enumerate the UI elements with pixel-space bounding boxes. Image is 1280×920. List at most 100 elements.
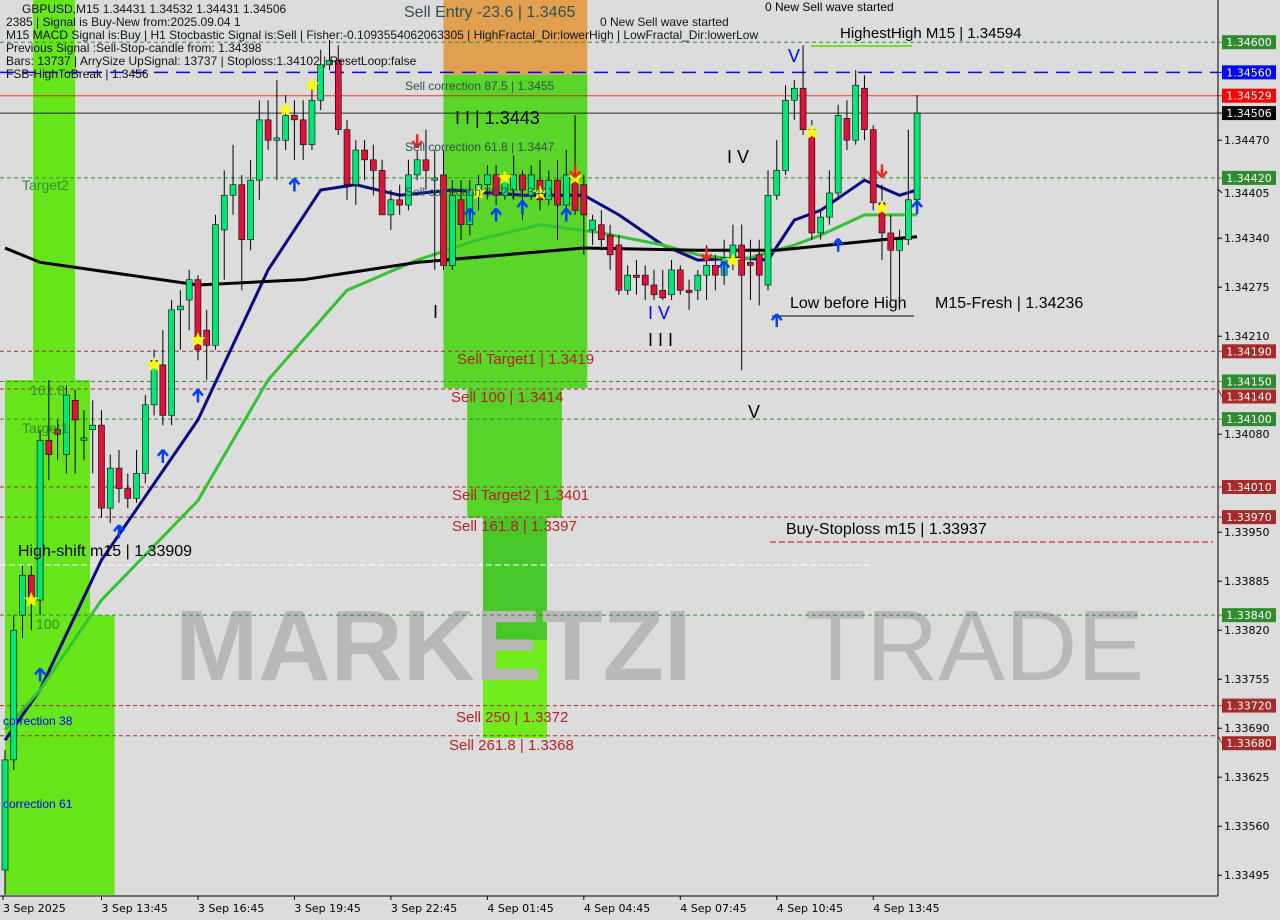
bull-candle-body (282, 115, 289, 141)
star-icon (874, 200, 890, 215)
candle (54, 419, 61, 460)
candle (308, 89, 316, 151)
bull-candle-body (448, 194, 456, 266)
bull-candle-body (19, 574, 26, 616)
bear-candle-body (159, 364, 167, 416)
level-price-box: 1.33720 (1218, 698, 1276, 713)
bear-candle-body (370, 159, 377, 171)
target-zone (482, 640, 547, 739)
candle (510, 155, 517, 200)
bull-candle-body (326, 60, 333, 66)
level-price-box: 1.34420 (1218, 170, 1276, 185)
arrow-up-icon (832, 237, 845, 252)
candle (545, 170, 553, 206)
candle (431, 150, 439, 270)
bull-candle-body (106, 467, 114, 509)
bull-candle-body (834, 115, 842, 194)
bull-candle-body (387, 199, 395, 216)
candle (343, 119, 351, 200)
target-zone (33, 0, 76, 380)
bull-candle-body (80, 437, 88, 441)
bear-candle-body (843, 118, 851, 141)
candle (422, 129, 430, 190)
bear-candle-body (869, 129, 877, 204)
level-price-box: 1.34506 (1218, 106, 1276, 121)
target2-label: Target2 (22, 177, 69, 193)
level-price-box: 1.34560 (1218, 65, 1276, 80)
sell-correction-875: Sell correction 87.5 | 1.3455 (405, 79, 555, 93)
bull-candle-body (185, 279, 193, 301)
highest-high-label: HighestHigh M15 | 1.34594 (840, 25, 1022, 42)
candle (177, 290, 184, 350)
bull-candle-body (668, 269, 675, 296)
candle (457, 180, 465, 240)
bull-candle-body (142, 404, 149, 474)
bull-candle-body (247, 179, 254, 241)
symbol-ohlc: GBPUSD,M15 1.34431 1.34532 1.34431 1.345… (22, 2, 287, 16)
candle (370, 144, 377, 196)
candle (361, 140, 368, 181)
candle (317, 49, 325, 111)
bull-candle-body (89, 424, 96, 431)
previous-signal: Previous Signal :Sell-Stop-candle from: … (6, 41, 262, 55)
high-shift-label: High-shift m15 | 1.33909 (18, 543, 193, 560)
candle (448, 180, 456, 270)
bull-candle-body (773, 170, 781, 196)
candle (238, 174, 246, 291)
candle (10, 615, 18, 770)
bear-candle-body (98, 424, 105, 509)
candle (817, 210, 824, 240)
wave-v-bottom: V (748, 402, 761, 422)
wave-iv-blue: I V (648, 303, 671, 323)
macd-line: M15 MACD Signal is:Buy | H1 Stocbastic S… (6, 28, 759, 42)
level-price-label: 1.34190 (1226, 345, 1272, 358)
sell-entry-label: Sell Entry -23.6 | 1.3465 (404, 4, 576, 21)
price-axis-bg (1218, 0, 1280, 920)
candle (273, 79, 281, 181)
bull-candle-body (589, 219, 596, 231)
bull-candle-body (694, 274, 702, 291)
candle (19, 565, 26, 638)
level-price-box: 1.34010 (1218, 479, 1276, 494)
candle (106, 454, 114, 524)
level-price-box: 1.34600 (1218, 35, 1276, 50)
bear-candle-body (194, 279, 202, 351)
level-box-bg (1222, 344, 1276, 359)
candle (142, 395, 149, 484)
x-tick-label: 3 Sep 16:45 (198, 902, 264, 915)
y-tick: 1.33885 (1218, 575, 1270, 588)
candle (641, 265, 649, 301)
y-tick: 1.34340 (1218, 232, 1270, 245)
candle (168, 300, 175, 426)
bear-candle-body (492, 174, 500, 196)
level-price-box: 1.33680 (1217, 735, 1276, 751)
new-sell-wave-label: 0 New Sell wave started (765, 0, 894, 14)
x-tick-label: 4 Sep 07:45 (680, 902, 746, 915)
candle (405, 159, 412, 211)
star-icon (725, 252, 741, 268)
level-price-box: 1.34100 (1218, 412, 1276, 427)
bear-candle-body (808, 129, 816, 234)
bull-candle-body (405, 174, 412, 206)
level-price-label: 1.34529 (1226, 90, 1272, 103)
y-tick-label: 1.33690 (1224, 722, 1270, 735)
level-price-box: 1.34529 (1218, 88, 1276, 103)
bear-candle-body (71, 400, 79, 421)
bear-candle-body (755, 254, 763, 276)
star-icon (304, 77, 320, 92)
star-icon (278, 102, 294, 117)
candle (247, 159, 254, 251)
candle (773, 140, 781, 200)
candle (624, 265, 631, 295)
candle (299, 100, 307, 160)
wave-v-top: V (788, 46, 801, 66)
y-tick: 1.34210 (1218, 330, 1270, 343)
bear-candle-body (334, 60, 342, 130)
signal-line: 2385 | Signal is Buy-New from:2025.09.04… (6, 15, 241, 29)
bear-candle-body (264, 119, 272, 141)
bear-candle-body (887, 232, 895, 251)
y-tick-label: 1.34340 (1224, 232, 1270, 245)
level-box-bg (1222, 65, 1276, 80)
